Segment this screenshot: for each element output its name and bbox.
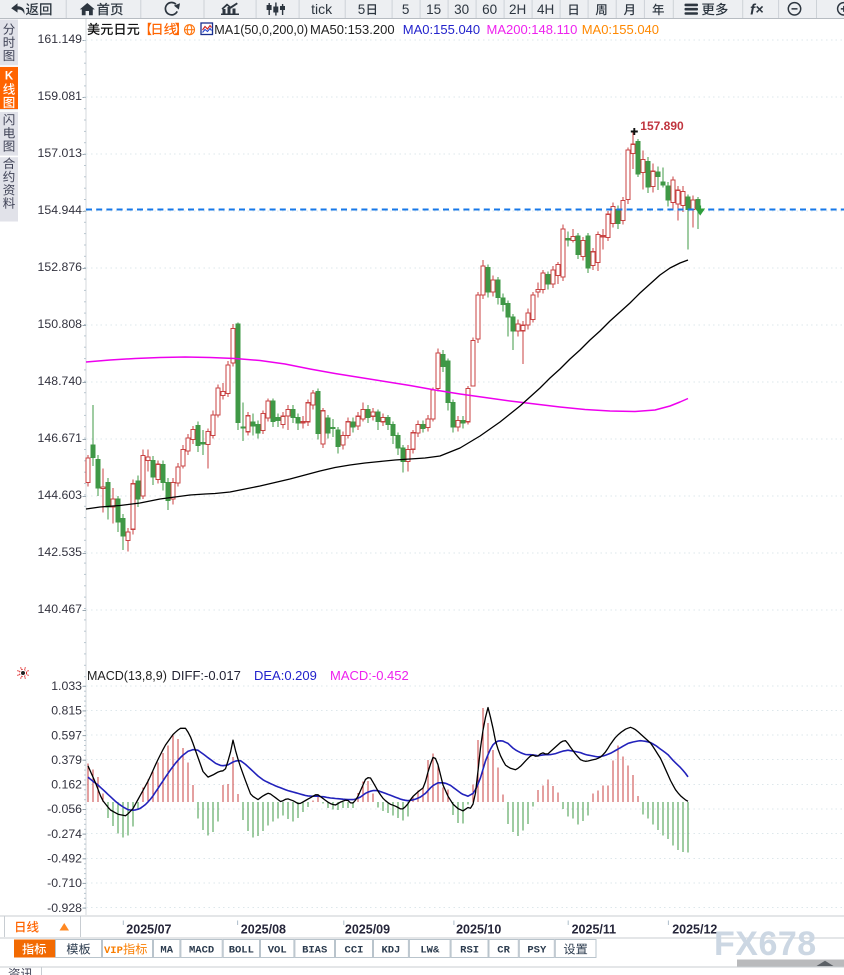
svg-text:MACD(13,8,9): MACD(13,8,9) <box>87 669 167 683</box>
svg-text:MA50:153.200: MA50:153.200 <box>310 22 395 37</box>
svg-text:-0.710: -0.710 <box>47 876 82 890</box>
svg-text:5: 5 <box>358 2 366 17</box>
svg-text:146.671: 146.671 <box>38 431 83 445</box>
svg-text:2025/12: 2025/12 <box>672 923 717 937</box>
svg-text:159.081: 159.081 <box>38 89 83 103</box>
svg-text:150.808: 150.808 <box>38 317 83 331</box>
svg-text:VOL: VOL <box>268 945 287 957</box>
svg-text:VIP: VIP <box>104 945 123 957</box>
svg-text:MA: MA <box>160 945 173 957</box>
svg-text:-0.928: -0.928 <box>47 901 82 915</box>
svg-text:30: 30 <box>454 2 469 17</box>
svg-text:2025/07: 2025/07 <box>126 923 171 937</box>
svg-text:2025/11: 2025/11 <box>572 923 617 937</box>
svg-text:BOLL: BOLL <box>229 945 254 957</box>
svg-text:157.013: 157.013 <box>38 146 83 160</box>
svg-text:140.467: 140.467 <box>38 602 83 616</box>
svg-text:DIFF:-0.017: DIFF:-0.017 <box>172 668 241 683</box>
svg-text:MA0:155.040: MA0:155.040 <box>403 22 480 37</box>
svg-text:15: 15 <box>426 2 441 17</box>
svg-text:2025/09: 2025/09 <box>345 923 390 937</box>
svg-text:154.944: 154.944 <box>38 203 83 217</box>
svg-text:2025/10: 2025/10 <box>456 923 501 937</box>
svg-text:KDJ: KDJ <box>381 945 400 957</box>
svg-text:RSI: RSI <box>460 945 479 957</box>
svg-text:LW&: LW& <box>420 945 440 957</box>
svg-text:-0.274: -0.274 <box>47 827 82 841</box>
svg-text:MA200:148.110: MA200:148.110 <box>487 22 578 37</box>
svg-text:CCI: CCI <box>345 945 364 957</box>
svg-text:FX678: FX678 <box>714 925 817 963</box>
svg-text:2H: 2H <box>509 2 526 17</box>
svg-text:152.876: 152.876 <box>38 260 83 274</box>
svg-text:161.149: 161.149 <box>38 32 83 46</box>
svg-text:60: 60 <box>482 2 497 17</box>
svg-text:tick: tick <box>311 1 333 17</box>
svg-text:2025/08: 2025/08 <box>241 923 286 937</box>
svg-text:144.603: 144.603 <box>38 488 83 502</box>
svg-text:BIAS: BIAS <box>302 945 327 957</box>
svg-text:PSY: PSY <box>527 945 547 957</box>
svg-text:MACD: MACD <box>189 945 214 957</box>
svg-text:f×: f× <box>750 1 764 19</box>
svg-text:0.162: 0.162 <box>51 778 82 792</box>
svg-text:4H: 4H <box>537 2 554 17</box>
svg-text:MA1(50,0,200,0): MA1(50,0,200,0) <box>214 23 308 37</box>
svg-text:1.033: 1.033 <box>51 679 82 693</box>
svg-text:0.597: 0.597 <box>51 728 82 742</box>
svg-text:K: K <box>5 71 14 83</box>
svg-text:-0.492: -0.492 <box>47 852 82 866</box>
svg-text:MACD:-0.452: MACD:-0.452 <box>330 668 409 683</box>
svg-text:142.535: 142.535 <box>38 545 83 559</box>
svg-text:DEA:0.209: DEA:0.209 <box>254 668 317 683</box>
svg-text:0.815: 0.815 <box>51 704 82 718</box>
svg-text:148.740: 148.740 <box>38 374 83 388</box>
svg-text:157.890: 157.890 <box>640 119 684 133</box>
svg-text:MA0:155.040: MA0:155.040 <box>582 22 659 37</box>
svg-text:-0.056: -0.056 <box>47 802 82 816</box>
svg-text:5: 5 <box>402 2 410 17</box>
svg-text:0.379: 0.379 <box>51 753 82 767</box>
svg-text:CR: CR <box>497 945 510 957</box>
